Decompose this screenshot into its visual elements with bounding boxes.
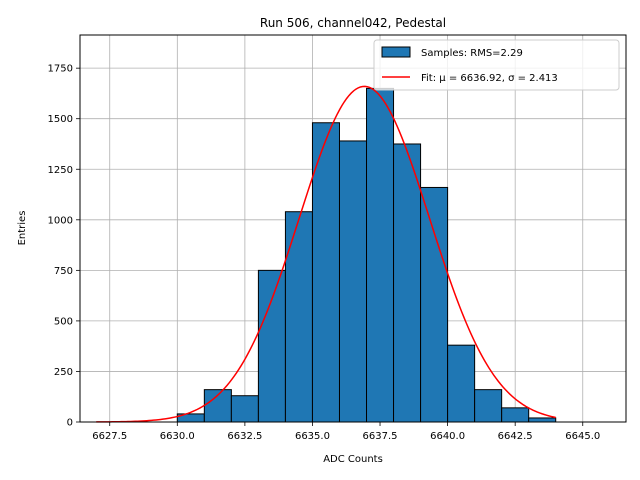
y-tick-label: 0: [67, 418, 73, 429]
histogram-bar: [230, 395, 259, 423]
plot-frame: [79, 34, 627, 423]
chart-title: Run 506, channel042, Pedestal: [260, 16, 446, 30]
y-tick-label: 1250: [48, 165, 73, 176]
histogram-bar: [474, 389, 503, 423]
histogram-bar: [528, 417, 557, 423]
x-tick-label: 6645.0: [565, 431, 600, 442]
y-axis-ticks: 0 250 500 750 1000 1250 1500 1750: [48, 64, 80, 429]
x-axis-ticks: 6627.5 6630.0 6632.5 6635.0 6637.5 6640.0 6642…: [92, 422, 600, 442]
histogram-bar: [420, 186, 449, 423]
histogram-bar: [393, 143, 422, 423]
fit-curve: [96, 85, 556, 423]
histogram-bar: [366, 87, 395, 423]
x-tick-label: 6642.5: [498, 431, 533, 442]
legend-histogram-swatch: [381, 46, 411, 58]
y-tick-label: 750: [54, 266, 73, 277]
histogram-bar: [311, 122, 340, 423]
x-tick-label: 6640.0: [430, 431, 465, 442]
y-tick-label: 1500: [48, 114, 73, 125]
x-tick-label: 6627.5: [92, 431, 127, 442]
y-tick-label: 1750: [48, 64, 73, 75]
x-tick-label: 6635.0: [295, 431, 330, 442]
histogram-bars: [176, 87, 557, 423]
x-tick-label: 6637.5: [363, 431, 398, 442]
legend: Samples: RMS=2.29 Fit: μ = 6636.92, σ = …: [373, 39, 620, 91]
legend-box: [373, 39, 620, 91]
histogram-bar: [501, 407, 530, 423]
histogram-bar: [338, 140, 368, 423]
legend-fit-label: Fit: μ = 6636.92, σ = 2.413: [421, 73, 558, 84]
y-tick-label: 250: [54, 367, 73, 378]
histogram-bar: [284, 211, 313, 423]
x-axis-label: ADC Counts: [323, 454, 383, 465]
histogram-bar: [257, 269, 286, 423]
y-axis-label: Entries: [17, 211, 28, 246]
x-tick-label: 6630.0: [160, 431, 195, 442]
legend-histogram-label: Samples: RMS=2.29: [421, 48, 523, 59]
x-tick-label: 6632.5: [227, 431, 262, 442]
y-tick-label: 1000: [48, 215, 73, 226]
histogram-bar: [447, 344, 476, 423]
y-tick-label: 500: [54, 316, 73, 327]
